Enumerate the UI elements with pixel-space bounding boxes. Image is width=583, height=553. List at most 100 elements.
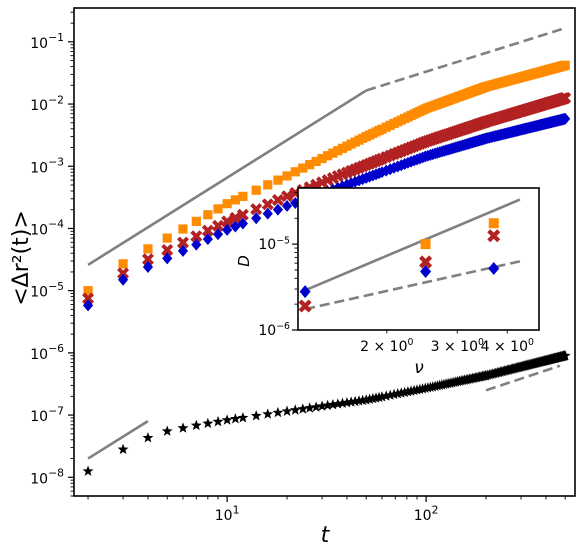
main-series-3-point <box>392 388 404 399</box>
inset-series-1-point <box>419 255 433 269</box>
main-series-2-point <box>118 273 129 286</box>
main-x-axis-label: t <box>321 523 331 548</box>
main-series-3-point <box>388 388 400 400</box>
main-series-3-point <box>297 403 309 414</box>
main-series-1-point <box>177 236 189 249</box>
main-series-3-point <box>349 395 361 407</box>
main-series-2-point <box>177 244 189 257</box>
main-series-2-point <box>212 228 224 241</box>
main-series-3-point <box>82 465 94 476</box>
main-series-3-point <box>250 410 262 421</box>
main-series-3-point <box>316 400 328 411</box>
main-series-3-point <box>345 396 357 407</box>
main-series-3-point <box>384 389 396 400</box>
main-series-2-point <box>237 217 248 230</box>
main-guide-solid-0 <box>87 89 367 266</box>
inset-x-tick-label: 3 × 100 <box>431 337 484 355</box>
main-series-3-point <box>399 386 411 398</box>
main-y-tick-label: 10−3 <box>30 156 64 177</box>
tick-marks <box>68 11 566 502</box>
main-series-3-point <box>322 399 334 411</box>
main-series-1-point <box>141 253 154 266</box>
main-series-3-point <box>117 443 129 455</box>
main-series-3-point <box>221 414 233 425</box>
main-series-1-point <box>212 219 225 232</box>
tick-labels: 101 102 10−8 10−7 10−6 10−5 10−4 10−3 10−2 10−1 2 … <box>30 31 534 524</box>
main-series-1-point <box>117 267 130 280</box>
main-series-0-point <box>213 204 223 214</box>
main-y-tick-label: 10−6 <box>30 342 64 363</box>
main-series-0-point <box>191 216 201 226</box>
inset-x-tick-label: 2 × 100 <box>360 337 413 355</box>
main-guide-solid-2 <box>87 419 149 460</box>
main-series-3-point <box>190 419 202 431</box>
main-series-0-point <box>263 180 273 190</box>
main-y-axis-label: <Δr²(t)> <box>9 210 34 306</box>
main-series-1-point <box>261 198 274 211</box>
main-y-tick-label: 10−1 <box>30 31 64 52</box>
main-series-0-point <box>143 244 153 254</box>
inset-series-2-point <box>488 262 500 276</box>
main-series-3-point <box>380 390 392 401</box>
main-series-3-point <box>310 401 322 412</box>
inset-data-points <box>298 218 501 313</box>
main-series-3-point <box>289 404 301 415</box>
main-series-2-point <box>560 112 571 125</box>
main-series-3-point <box>177 422 189 433</box>
main-series-3-point <box>281 405 293 416</box>
main-series-0-point <box>222 199 232 209</box>
main-y-tick-label: 10−4 <box>30 218 64 239</box>
main-y-tick-label: 10−2 <box>30 93 64 114</box>
main-series-0-point <box>203 210 213 220</box>
main-series-0-point <box>317 153 327 164</box>
main-series-0-point <box>118 259 128 269</box>
inset-panel <box>298 188 539 330</box>
main-series-0-point <box>273 175 283 185</box>
main-series-3-point <box>395 387 407 398</box>
main-series-2-point <box>191 238 202 251</box>
inset-series-2-point <box>299 285 311 299</box>
inset-plot-frame <box>297 187 540 331</box>
main-series-3-point <box>262 408 274 419</box>
main-series-0-point <box>290 167 300 177</box>
main-series-0-point <box>230 195 240 205</box>
main-series-1-point <box>281 190 294 203</box>
main-series-1-point <box>82 292 95 305</box>
main-series-2-point <box>251 212 262 225</box>
inset-series-1-point <box>298 299 312 313</box>
main-x-tick-label: 102 <box>414 503 439 524</box>
main-series-3-point <box>161 425 173 436</box>
main-series-1-point <box>190 230 203 243</box>
main-series-3-point <box>229 413 241 424</box>
main-guide-dashed-3 <box>485 364 561 392</box>
main-series-0-point <box>311 156 321 167</box>
main-series-2-point <box>202 233 213 246</box>
main-y-tick-label: 10−5 <box>30 280 64 301</box>
main-guide-dashed-1 <box>365 27 563 92</box>
main-series-1-point <box>221 215 234 228</box>
main-series-3-point <box>559 349 571 361</box>
main-series-0-point <box>560 60 570 70</box>
main-series-1-point <box>236 208 249 221</box>
inset-series-1-point <box>487 229 501 243</box>
main-series-1-point <box>271 194 284 207</box>
main-series-2-point <box>162 252 173 265</box>
main-series-3-point <box>304 402 316 413</box>
main-series-3-point <box>332 398 344 409</box>
inset-background <box>298 188 539 330</box>
main-series-3-point <box>357 394 369 406</box>
main-series-0-point <box>83 286 93 296</box>
main-series-1-point <box>201 224 214 237</box>
inset-x-axis-label: ν <box>414 358 424 378</box>
main-series-3-point <box>364 393 376 404</box>
inset-y-tick-label: 10−5 <box>258 235 290 253</box>
main-series-3-point <box>212 415 224 427</box>
main-series-0-point <box>282 171 292 181</box>
main-series-1-point <box>250 203 263 216</box>
main-series-1-point <box>161 244 174 257</box>
main-series-2-point <box>222 223 233 236</box>
main-series-3-point <box>376 391 388 402</box>
main-series-3-point <box>142 432 154 443</box>
main-series-0-point <box>333 146 343 156</box>
